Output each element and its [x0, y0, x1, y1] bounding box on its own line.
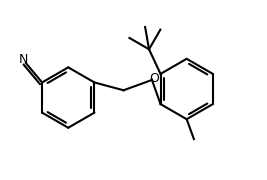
Text: O: O: [149, 72, 159, 85]
Text: N: N: [19, 53, 28, 66]
